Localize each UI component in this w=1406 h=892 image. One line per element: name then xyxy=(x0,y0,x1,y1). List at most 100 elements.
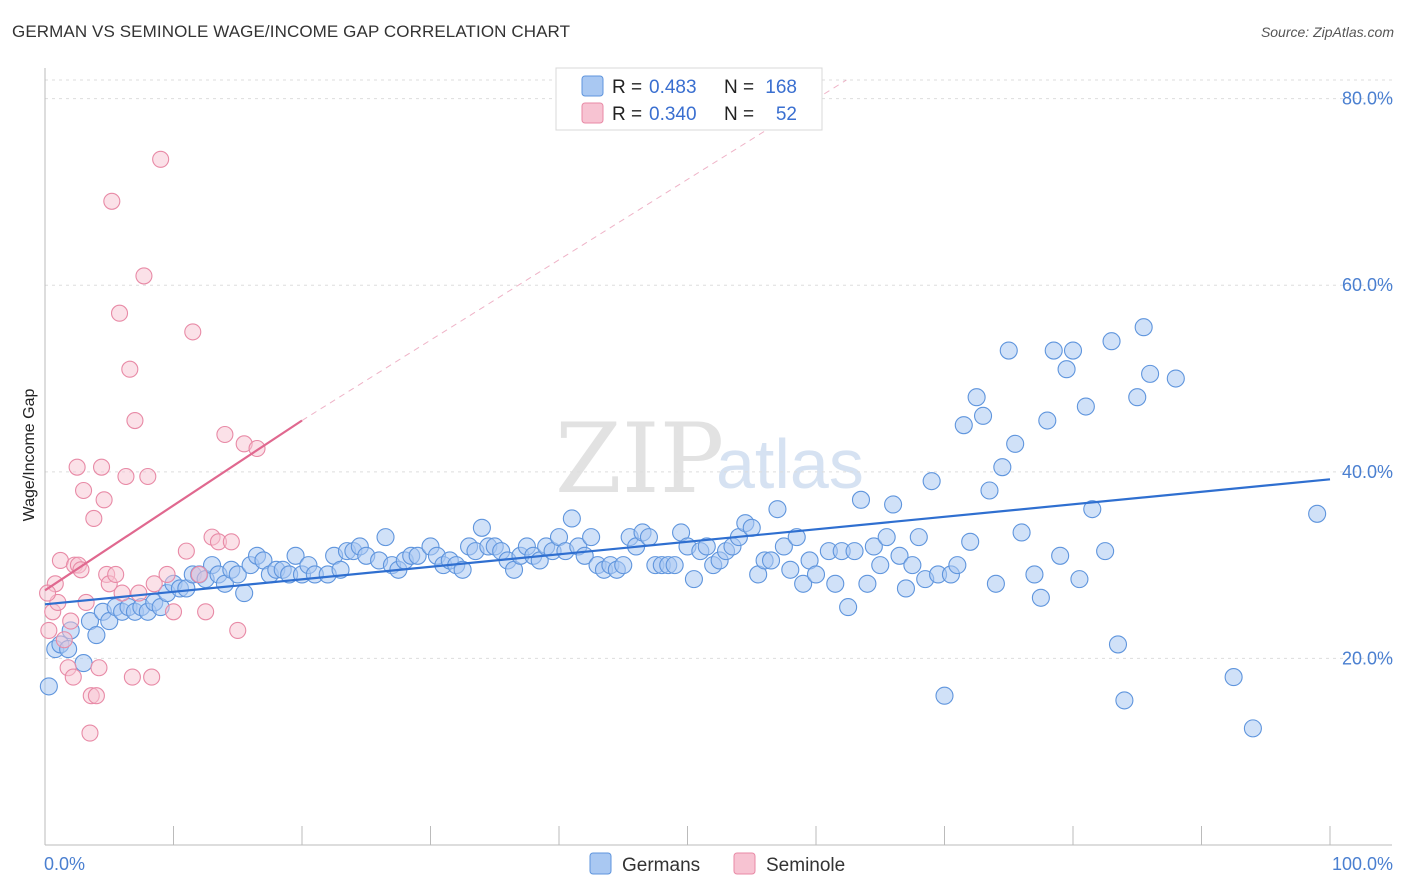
seminole-point xyxy=(81,724,99,742)
germans-point xyxy=(376,528,395,547)
seminole-point xyxy=(222,533,240,551)
germans-point xyxy=(967,388,986,407)
bottom-legend-swatch-seminole xyxy=(733,852,756,875)
germans-point xyxy=(1057,360,1076,379)
germans-point xyxy=(1038,411,1057,430)
legend-seminole-r-value: 0.340 xyxy=(649,104,697,125)
seminole-point xyxy=(55,631,73,649)
x-axis-ticks xyxy=(44,826,1331,845)
germans-point xyxy=(999,341,1018,360)
germans-point xyxy=(877,528,896,547)
germans-point xyxy=(1134,318,1153,337)
correlation-legend: R = 0.483 N = 168 R = 0.340 N = 52 xyxy=(555,67,823,131)
seminole-point xyxy=(39,584,57,602)
germans-point xyxy=(948,556,967,575)
germans-points xyxy=(39,318,1327,738)
germans-point xyxy=(562,509,581,528)
germans-point xyxy=(684,570,703,589)
germans-point xyxy=(884,495,903,514)
germans-point xyxy=(774,537,793,556)
seminole-point xyxy=(110,304,129,322)
legend-seminole-n-label: N = xyxy=(724,104,754,125)
seminole-point xyxy=(197,603,215,621)
germans-point xyxy=(903,556,922,575)
seminole-point xyxy=(75,481,93,500)
bottom-legend-seminole: Seminole xyxy=(766,855,845,876)
germans-point xyxy=(826,574,845,593)
germans-point xyxy=(228,565,247,584)
seminole-point xyxy=(64,668,82,686)
watermark-atlas: atlas xyxy=(716,425,864,503)
seminole-point xyxy=(158,565,176,584)
bottom-legend-swatch-germans xyxy=(589,852,612,875)
germans-point xyxy=(973,406,993,425)
germans-point xyxy=(1012,523,1031,542)
seminole-point xyxy=(139,467,157,486)
germans-point xyxy=(639,528,659,547)
seminole-points xyxy=(39,150,266,742)
x-tick-label-max: 100.0% xyxy=(1332,854,1393,874)
seminole-point xyxy=(229,621,247,639)
seminole-point xyxy=(85,509,103,528)
seminole-trend-line xyxy=(44,419,303,592)
germans-point xyxy=(851,490,871,509)
germans-point xyxy=(909,528,928,547)
germans-point xyxy=(781,560,800,579)
legend-germans-n-label: N = xyxy=(724,77,754,98)
seminole-point xyxy=(51,551,69,570)
germans-point xyxy=(980,481,999,500)
germans-point xyxy=(896,579,916,598)
y-tick-labels: 20.0% 40.0% 60.0% 80.0% xyxy=(1342,89,1393,669)
germans-point xyxy=(986,574,1005,593)
germans-point xyxy=(1076,397,1095,416)
legend-germans-n-value: 168 xyxy=(765,77,797,98)
germans-point xyxy=(1108,635,1128,654)
germans-point xyxy=(1096,542,1115,561)
germans-point xyxy=(1308,504,1327,523)
seminole-point xyxy=(62,612,80,630)
seminole-point xyxy=(40,621,58,639)
legend-seminole-r-label: R = xyxy=(612,104,642,125)
seminole-point xyxy=(113,584,131,602)
seminole-trend-extension xyxy=(301,79,847,421)
germans-point xyxy=(614,556,633,575)
germans-point xyxy=(1044,341,1063,360)
germans-point xyxy=(864,537,883,556)
germans-point xyxy=(286,546,305,565)
seminole-point xyxy=(152,150,170,168)
germans-point xyxy=(1025,565,1044,584)
germans-point xyxy=(1031,588,1050,607)
germans-point xyxy=(1115,691,1134,710)
germans-point xyxy=(806,565,826,584)
germans-point xyxy=(1102,332,1121,351)
y-axis-title: Wage/Income Gap xyxy=(21,389,38,522)
y-tick-label: 20.0% xyxy=(1342,648,1393,668)
germans-point xyxy=(74,654,93,673)
seminole-point xyxy=(143,668,161,686)
chart-title: GERMAN VS SEMINOLE WAGE/INCOME GAP CORRE… xyxy=(12,22,571,41)
germans-point xyxy=(453,560,472,579)
legend-seminole-n-value: 52 xyxy=(776,104,797,125)
trend-lines xyxy=(44,79,1331,606)
germans-point xyxy=(761,551,781,570)
seminole-point xyxy=(126,411,144,430)
germans-point xyxy=(890,546,909,565)
germans-point xyxy=(1128,388,1147,407)
bottom-legend-germans: Germans xyxy=(622,855,700,876)
germans-point xyxy=(839,598,858,617)
germans-point xyxy=(1070,570,1089,589)
germans-point xyxy=(472,518,491,537)
seminole-point xyxy=(135,267,153,285)
seminole-point xyxy=(190,565,208,584)
germans-point xyxy=(1166,369,1185,388)
legend-germans-r-label: R = xyxy=(612,77,642,98)
series-legend: Germans Seminole xyxy=(589,852,845,876)
watermark-zip: ZIP xyxy=(555,403,724,515)
germans-point xyxy=(39,677,58,696)
y-tick-label: 40.0% xyxy=(1342,462,1393,482)
germans-point xyxy=(408,546,427,565)
germans-point xyxy=(1224,668,1243,687)
germans-point xyxy=(1243,719,1262,738)
germans-point xyxy=(697,537,716,556)
